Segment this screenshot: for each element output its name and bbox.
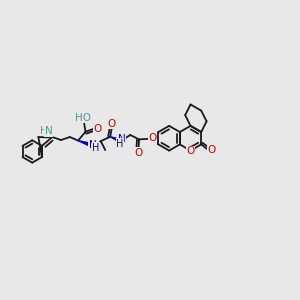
Text: O: O [148, 133, 157, 143]
Polygon shape [110, 137, 119, 142]
Text: H: H [116, 139, 124, 149]
Polygon shape [78, 141, 89, 146]
Text: N: N [89, 140, 96, 150]
Text: HO: HO [75, 112, 92, 123]
Text: O: O [186, 146, 194, 156]
Text: O: O [134, 148, 142, 158]
Text: H: H [92, 142, 100, 153]
Text: H: H [40, 126, 47, 136]
Text: O: O [93, 124, 102, 134]
Text: O: O [208, 145, 216, 155]
Text: O: O [108, 119, 116, 129]
Text: N: N [118, 134, 125, 143]
Text: N: N [44, 126, 52, 136]
